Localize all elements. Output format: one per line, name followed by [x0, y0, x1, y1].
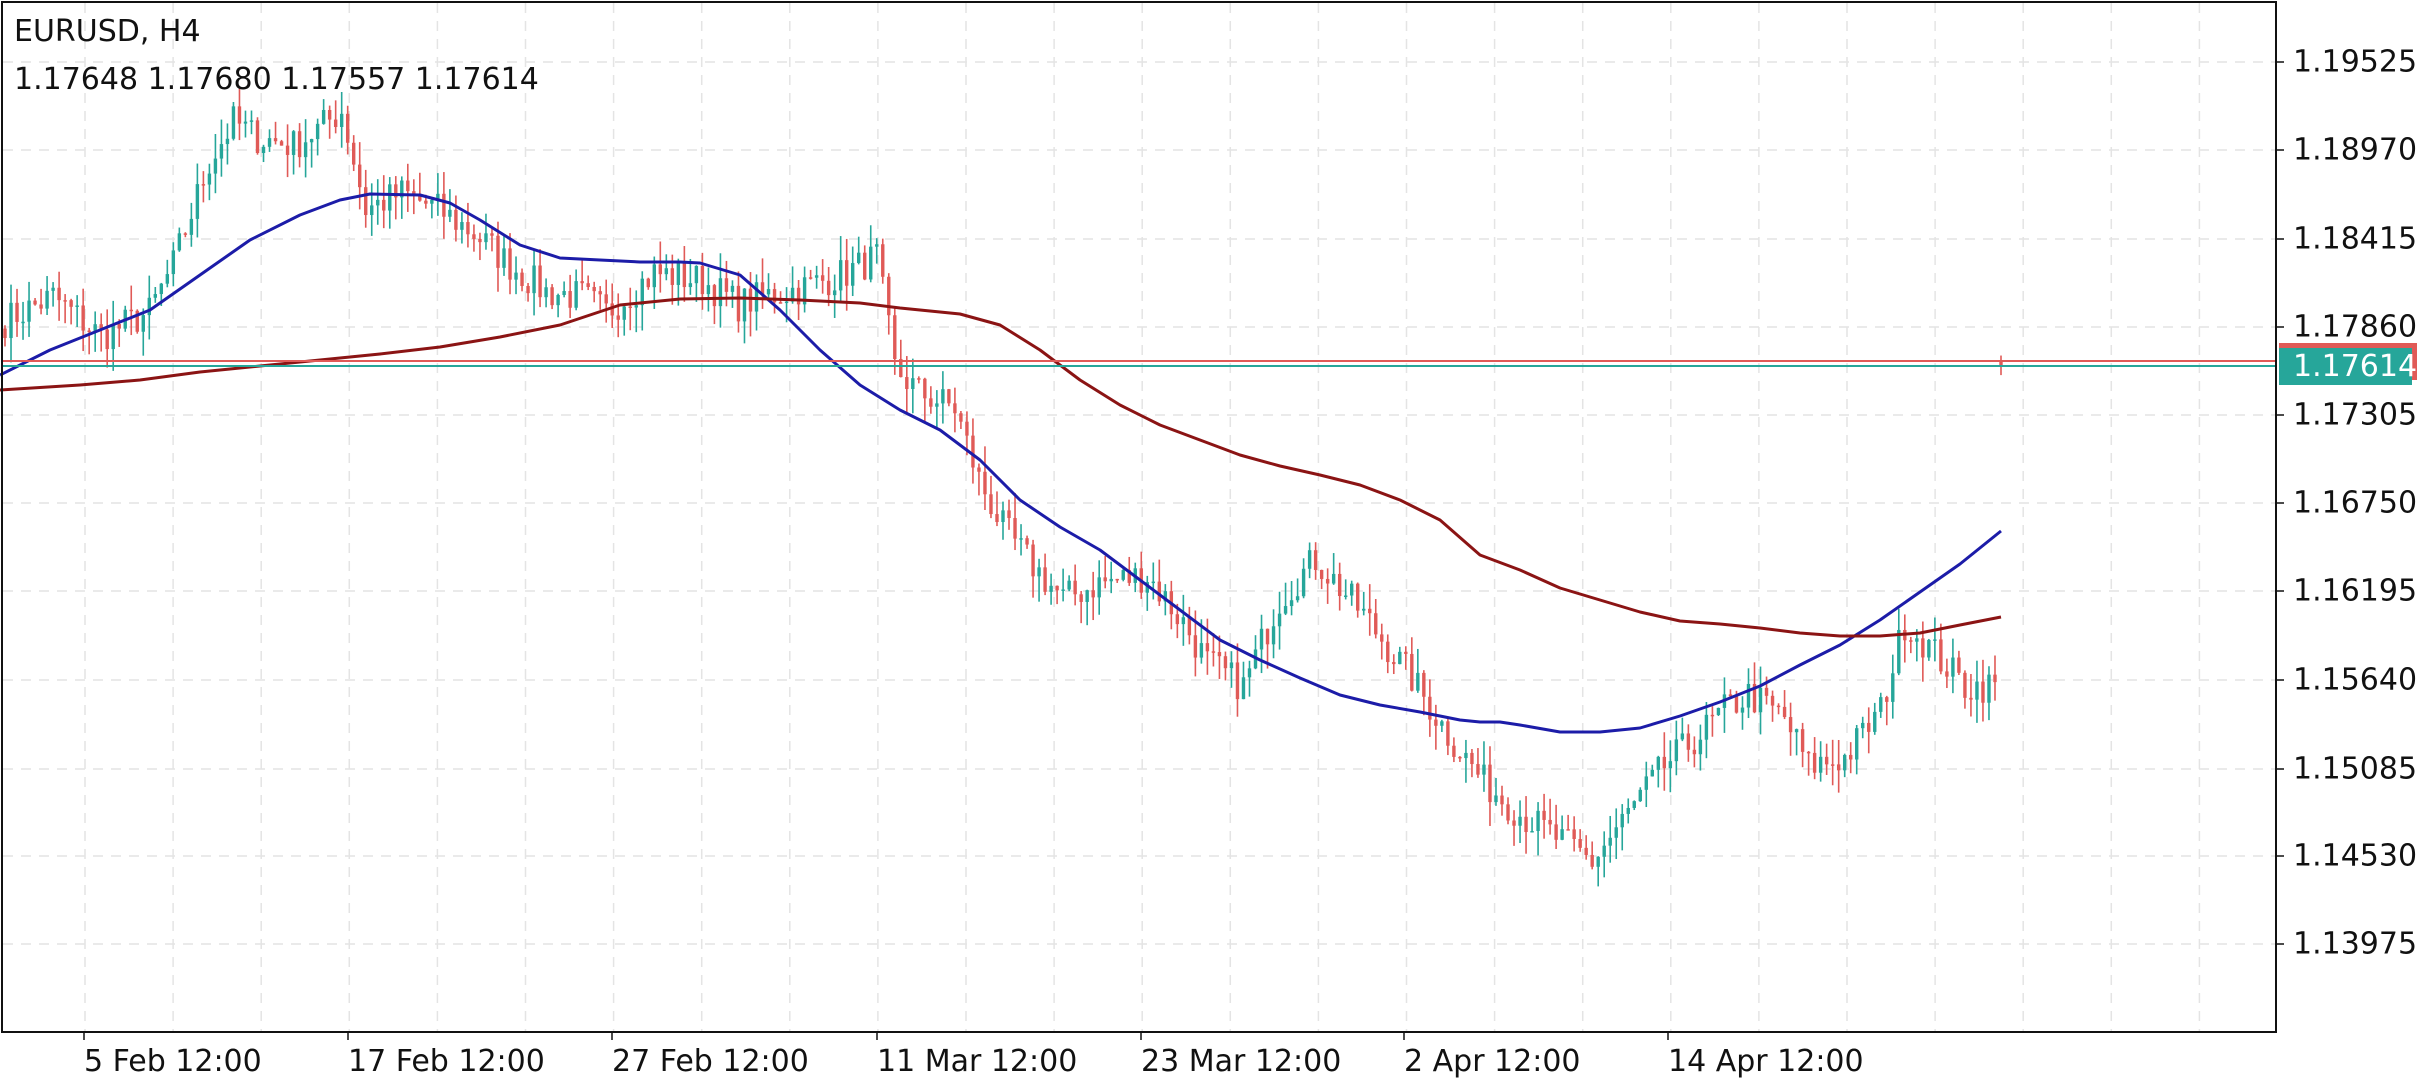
price-tick-label: 1.17860	[2293, 309, 2418, 345]
time-tick-label: 23 Mar 12:00	[1141, 1044, 1342, 1079]
current-price-lines	[3, 360, 2276, 367]
time-tick-label: 5 Feb 12:00	[84, 1044, 262, 1079]
price-tick-label: 1.16750	[2293, 485, 2418, 521]
current-price-tag: 1.17614	[2279, 348, 2417, 385]
price-tick-label: 1.16195	[2293, 573, 2418, 609]
time-tick-label: 27 Feb 12:00	[612, 1044, 809, 1079]
time-tick-label: 2 Apr 12:00	[1404, 1044, 1581, 1079]
chart-frame	[1, 1, 2277, 1033]
price-tick-label: 1.18970	[2293, 132, 2418, 168]
time-tick-label: 11 Mar 12:00	[877, 1044, 1078, 1079]
time-tick-label: 14 Apr 12:00	[1668, 1044, 1864, 1079]
ohlc-values: 1.17648 1.17680 1.17557 1.17614	[14, 62, 539, 97]
price-tick-label: 1.13975	[2293, 926, 2418, 962]
price-tick-label: 1.14530	[2293, 838, 2418, 874]
grid-lines	[3, 3, 2284, 1040]
price-tick-label: 1.19525	[2293, 44, 2418, 80]
symbol-timeframe-title: EURUSD, H4	[14, 14, 201, 49]
candlesticks	[3, 87, 2003, 887]
price-tick-label: 1.15085	[2293, 751, 2418, 787]
price-tick-label: 1.17305	[2293, 397, 2418, 433]
price-tick-label: 1.15640	[2293, 662, 2418, 698]
moving-averages	[0, 192, 2002, 734]
price-tick-label: 1.18415	[2293, 221, 2418, 257]
time-tick-label: 17 Feb 12:00	[348, 1044, 545, 1079]
